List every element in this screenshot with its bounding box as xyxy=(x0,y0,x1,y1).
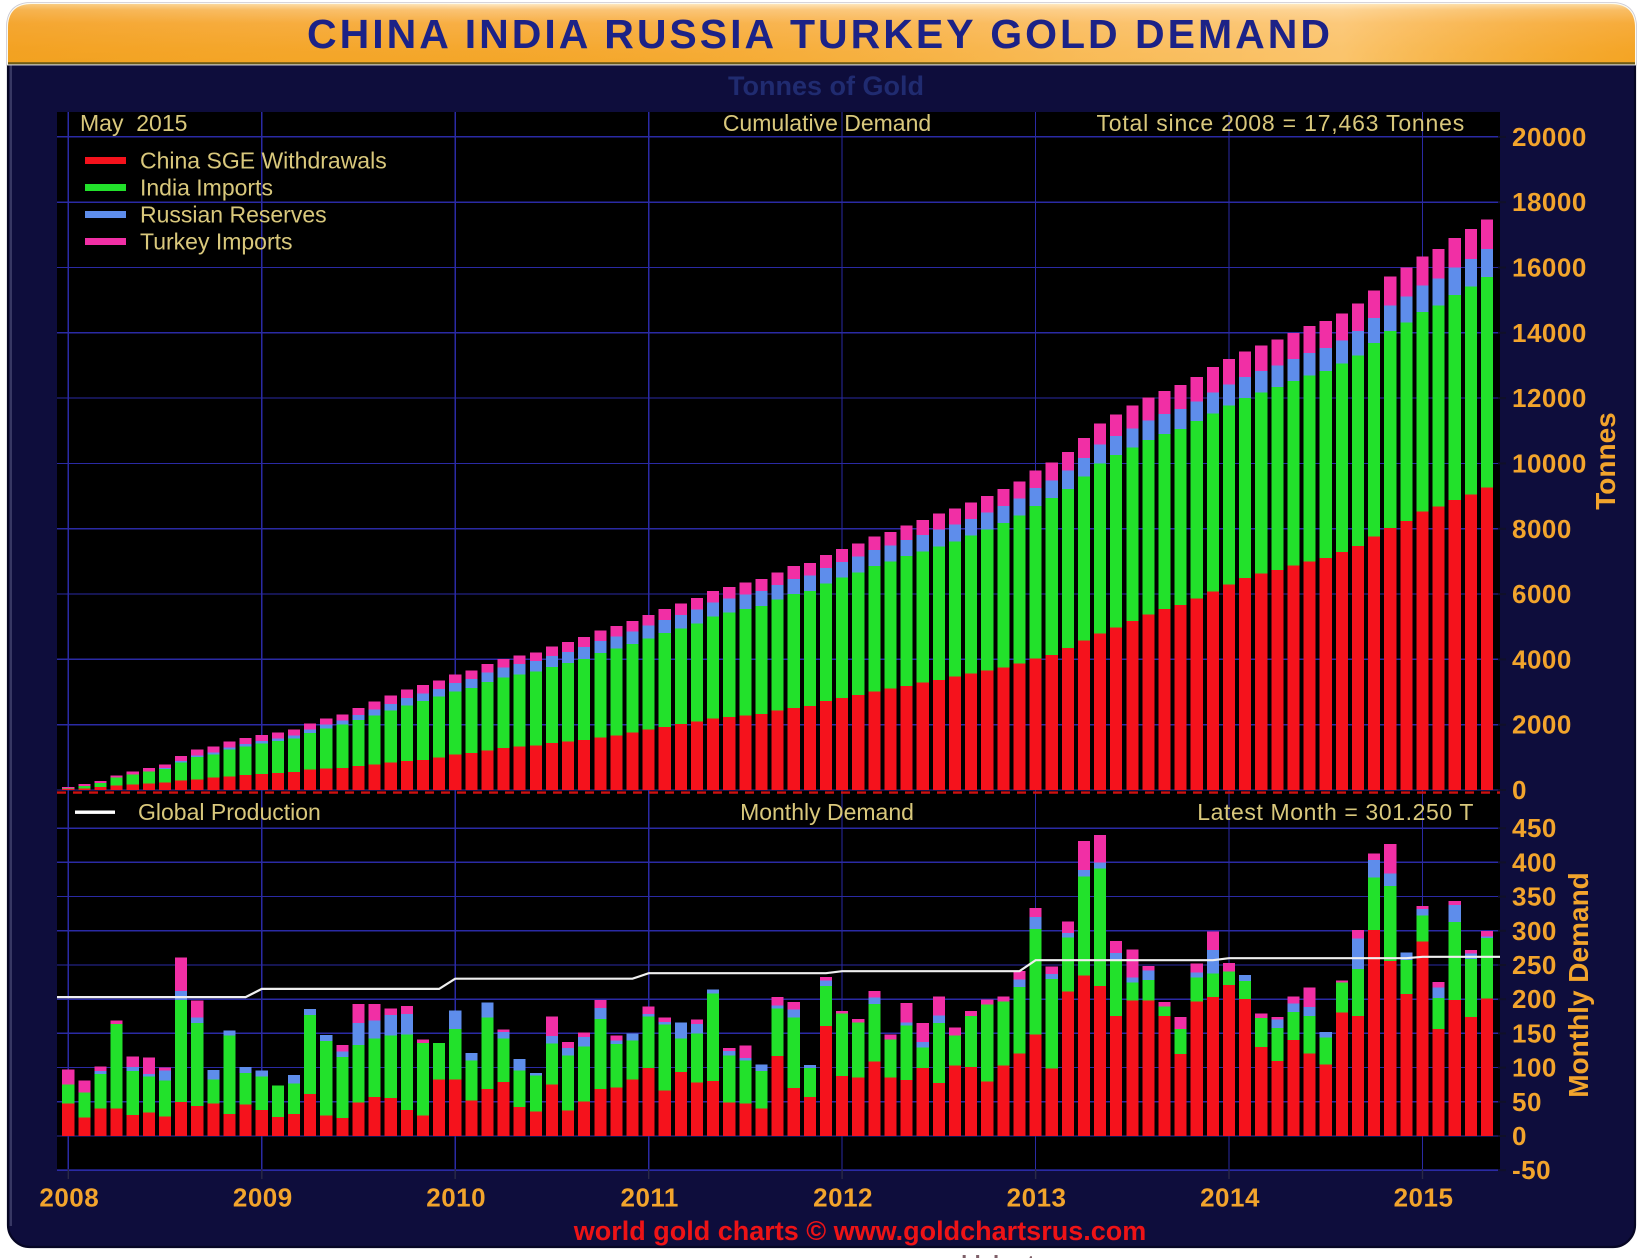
svg-text:Global Production: Global Production xyxy=(138,799,321,825)
svg-text:www.goldchartsrus.com: www.goldchartsrus.com xyxy=(877,1251,1133,1258)
svg-text:2000: 2000 xyxy=(1512,710,1572,740)
svg-text:14000: 14000 xyxy=(1512,318,1587,348)
svg-text:2012: 2012 xyxy=(813,1183,873,1213)
svg-text:2010: 2010 xyxy=(426,1183,486,1213)
svg-text:12000: 12000 xyxy=(1512,383,1587,413)
svg-text:Latest Month = 301.250 T: Latest Month = 301.250 T xyxy=(1197,799,1474,825)
svg-text:100: 100 xyxy=(1512,1053,1557,1083)
svg-text:200: 200 xyxy=(1512,984,1557,1014)
svg-text:India Imports: India Imports xyxy=(140,175,273,201)
svg-text:150: 150 xyxy=(1512,1018,1557,1048)
svg-text:2015: 2015 xyxy=(1394,1183,1454,1213)
svg-text:Tonnes: Tonnes xyxy=(1590,412,1621,509)
svg-text:6000: 6000 xyxy=(1512,579,1572,609)
svg-text:Total since 2008 = 17,463 Tonn: Total since 2008 = 17,463 Tonnes xyxy=(1096,110,1465,136)
svg-text:2011: 2011 xyxy=(620,1183,678,1213)
svg-text:400: 400 xyxy=(1512,847,1557,877)
svg-text:world gold charts © www.goldch: world gold charts © www.goldchartsrus.co… xyxy=(573,1216,1146,1246)
svg-text:Monthly Demand: Monthly Demand xyxy=(740,799,914,825)
svg-text:-50: -50 xyxy=(1512,1155,1551,1185)
svg-text:2013: 2013 xyxy=(1007,1183,1067,1213)
svg-text:8000: 8000 xyxy=(1512,514,1572,544)
svg-text:Russian Reserves: Russian Reserves xyxy=(140,202,327,228)
svg-text:0: 0 xyxy=(1512,1121,1527,1151)
svg-text:Cumulative Demand: Cumulative Demand xyxy=(723,110,931,136)
svg-text:450: 450 xyxy=(1512,813,1557,843)
svg-text:18000: 18000 xyxy=(1512,187,1587,217)
svg-text:2014: 2014 xyxy=(1200,1183,1260,1213)
svg-text:20000: 20000 xyxy=(1512,122,1587,152)
svg-text:0: 0 xyxy=(1512,775,1527,805)
svg-text:16000: 16000 xyxy=(1512,253,1587,283)
svg-text:350: 350 xyxy=(1512,882,1557,912)
svg-text:2009: 2009 xyxy=(233,1183,293,1213)
svg-text:2008: 2008 xyxy=(39,1183,99,1213)
svg-text:4000: 4000 xyxy=(1512,644,1572,674)
svg-text:300: 300 xyxy=(1512,916,1557,946)
svg-text:250: 250 xyxy=(1512,950,1557,980)
svg-text:Monthly Demand: Monthly Demand xyxy=(1563,872,1594,1098)
svg-text:10000: 10000 xyxy=(1512,448,1587,478)
svg-text:May 2015: May 2015 xyxy=(80,110,187,136)
svg-text:Tonnes of Gold: Tonnes of Gold xyxy=(728,71,924,101)
svg-text:50: 50 xyxy=(1512,1087,1542,1117)
svg-text:CHINA INDIA RUSSIA TURKEY GOLD: CHINA INDIA RUSSIA TURKEY GOLD DEMAND xyxy=(307,11,1333,57)
svg-text:Turkey Imports: Turkey Imports xyxy=(140,229,293,255)
svg-text:China SGE Withdrawals: China SGE Withdrawals xyxy=(140,148,387,174)
